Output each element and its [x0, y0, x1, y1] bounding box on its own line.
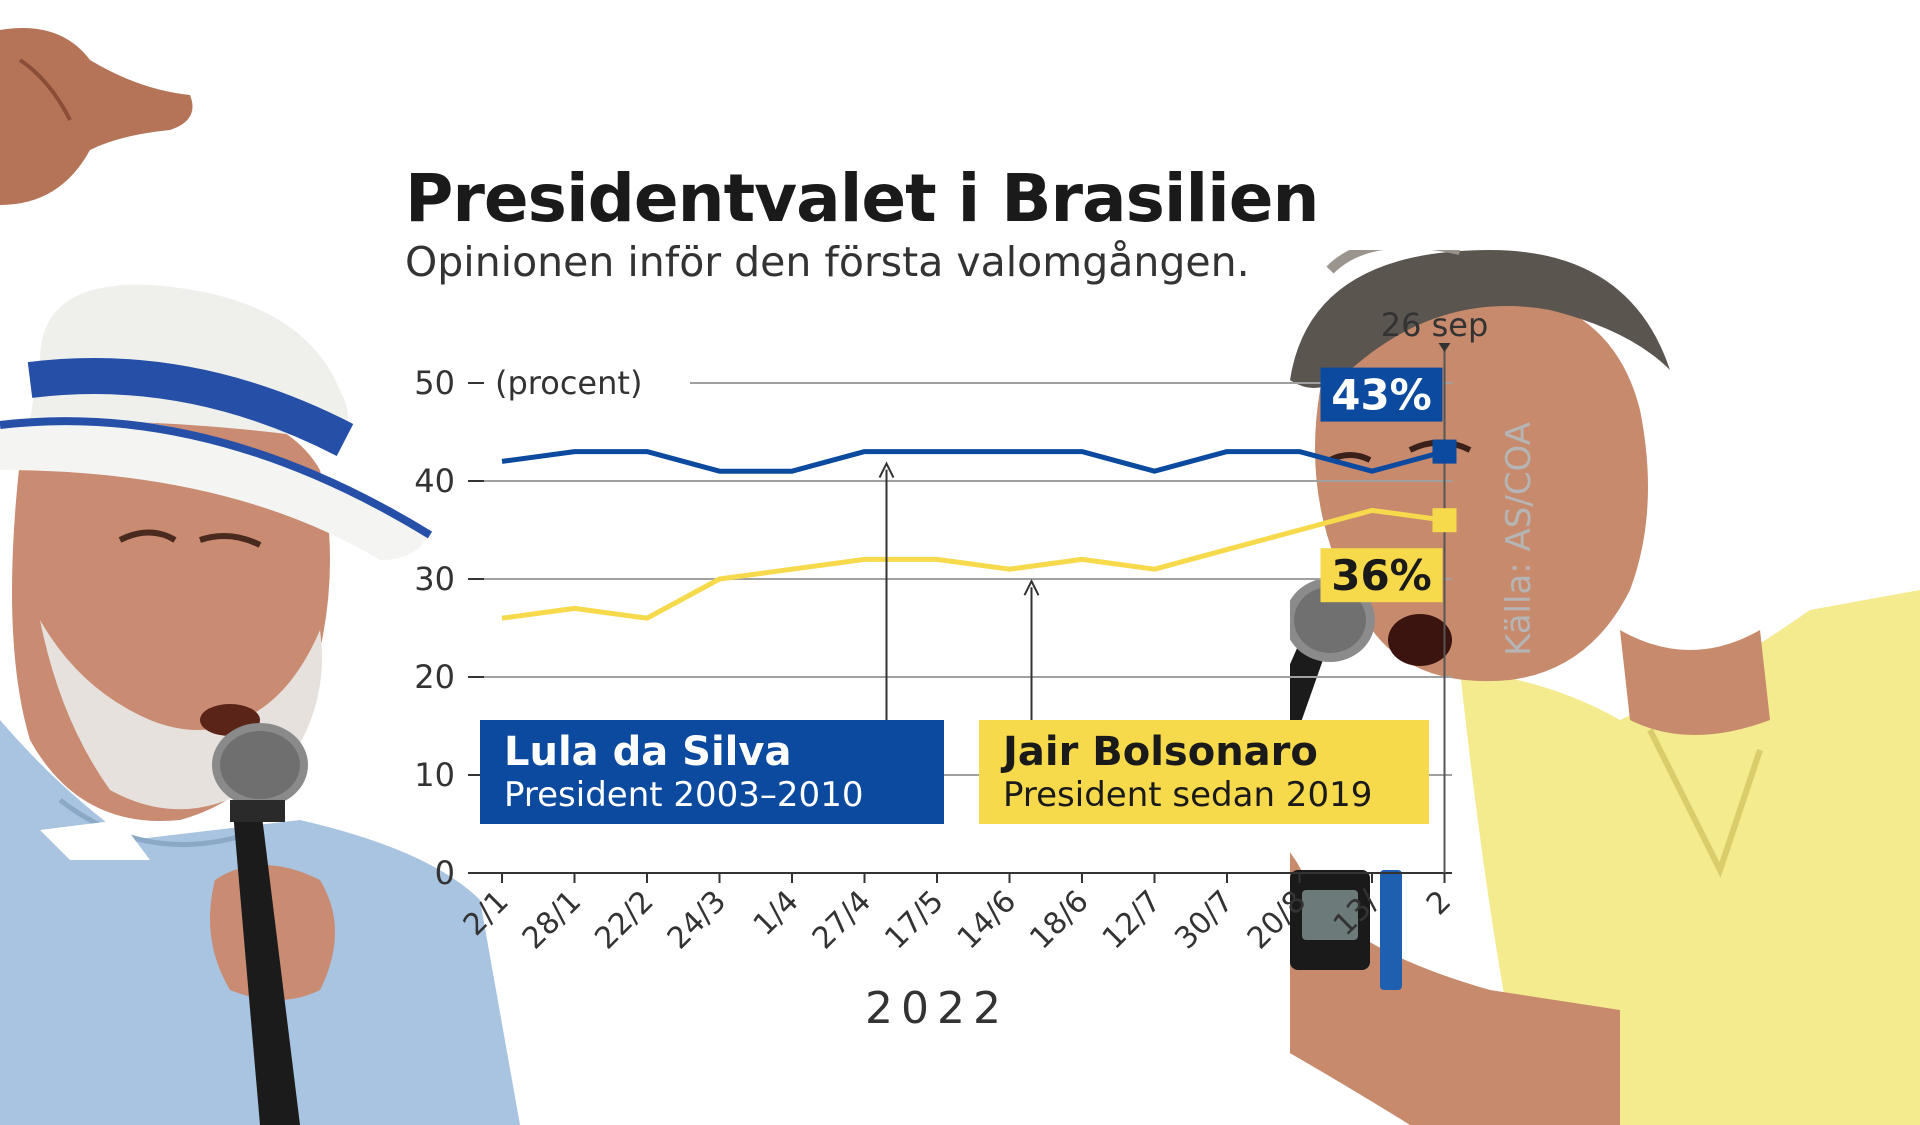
end-marker-lula: [1432, 439, 1457, 464]
y-tick-label-20: 20: [414, 658, 455, 696]
x-tick-label: 27/4: [806, 884, 878, 956]
y-tick-label-30: 30: [414, 560, 455, 598]
end-date-marker: 26 sep: [1381, 306, 1489, 873]
lula-photo: [0, 28, 520, 1125]
legend-description-bolsonaro: President sedan 2019: [1003, 775, 1372, 815]
y-tick-label-0: 0: [435, 854, 455, 892]
end-label-box-bolsonaro: [1320, 548, 1443, 603]
x-tick-label: 2: [1420, 884, 1458, 922]
legend-pointer-head-lula: [878, 461, 895, 479]
x-axis: 2/1 28/1 22/2 24/3 1/4 27/4 17/5 14/6 18/6 12/7 30…: [457, 872, 1458, 956]
end-marker-bolsonaro: [1432, 508, 1457, 533]
y-axis-label: (procent): [495, 364, 642, 402]
series: 43% 36%: [501, 367, 1457, 621]
end-date-arrow: [1438, 343, 1451, 352]
x-tick-label: 22/2: [588, 884, 660, 956]
x-tick-label: 28/1: [516, 884, 588, 956]
legend-name-lula: Lula da Silva: [504, 729, 791, 775]
end-label-bolsonaro: 36%: [1331, 551, 1432, 600]
legend-pointer-head-bolsonaro: [1023, 578, 1040, 596]
x-tick-label: 30/7: [1168, 884, 1240, 956]
chart-title: Presidentvalet i Brasilien: [405, 160, 1320, 237]
x-tick-label: 18/6: [1023, 884, 1095, 956]
x-tick-label: 13/: [1327, 883, 1387, 943]
y-tick-label-40: 40: [414, 462, 455, 500]
x-axis-year-label: 2022: [865, 983, 1009, 1034]
end-label-lula: 43%: [1331, 371, 1432, 420]
series-line-lula: [501, 449, 1446, 474]
legend-box-bolsonaro: [979, 720, 1429, 824]
x-tick-label: 17/5: [878, 884, 950, 956]
y-axis: 0 10 20 30 40 50: [414, 364, 484, 892]
y-tick-label-50: 50: [414, 364, 455, 402]
source-label: Källa: AS/COA: [1499, 422, 1539, 656]
y-tick-label-10: 10: [414, 756, 455, 794]
end-label-box-lula: [1320, 367, 1443, 422]
x-tick-label: 24/3: [661, 884, 733, 956]
legend-description-lula: President 2003–2010: [504, 775, 863, 815]
series-line-bolsonaro: [501, 507, 1445, 621]
x-tick-label: 12/7: [1096, 884, 1168, 956]
x-tick-label: 20/8: [1241, 884, 1313, 956]
legend-name-bolsonaro: Jair Bolsonaro: [1000, 729, 1318, 775]
end-date-label: 26 sep: [1381, 306, 1489, 344]
x-tick-label: 2/1: [457, 884, 516, 943]
legend-box-lula: [480, 720, 944, 824]
chart-subtitle: Opinionen inför den första valomgången.: [405, 238, 1250, 286]
x-tick-label: 14/6: [951, 884, 1023, 956]
x-tick-label: 1/4: [747, 884, 806, 943]
